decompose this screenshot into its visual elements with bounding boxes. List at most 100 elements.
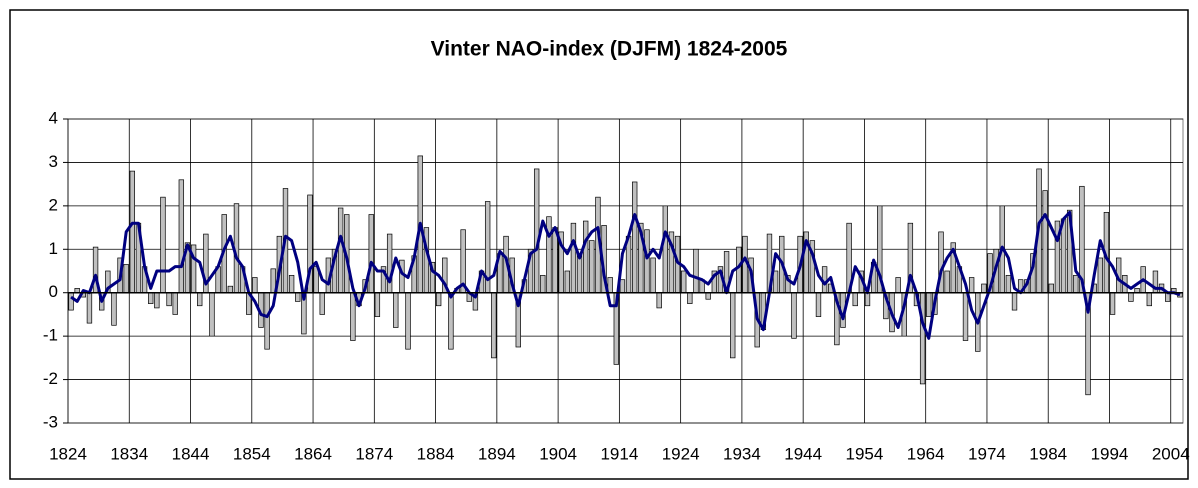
bar — [350, 292, 356, 341]
bar — [368, 214, 374, 294]
bar — [252, 277, 258, 294]
bar — [705, 292, 711, 300]
x-tick-label: 1924 — [662, 444, 700, 463]
bar — [632, 181, 638, 294]
x-tick-label: 1934 — [723, 444, 761, 463]
bar — [405, 292, 411, 350]
bar — [944, 270, 950, 294]
bar — [227, 285, 234, 294]
bar — [148, 292, 154, 304]
bar — [736, 246, 742, 294]
bar — [791, 292, 797, 339]
bar — [570, 222, 577, 294]
bar — [1042, 190, 1048, 294]
x-tick-label: 1874 — [355, 444, 393, 463]
bar — [1073, 274, 1079, 294]
bar — [68, 292, 74, 311]
bar — [687, 292, 693, 304]
y-tick-label: -2 — [43, 369, 58, 388]
x-tick-label: 1884 — [417, 444, 455, 463]
bar — [730, 292, 736, 359]
bar — [644, 229, 650, 294]
bar — [399, 259, 405, 294]
x-tick-label: 1944 — [784, 444, 822, 463]
smoothed-line — [70, 210, 1181, 340]
y-tick-label: -1 — [43, 326, 58, 345]
bar — [1109, 292, 1116, 315]
bar — [1146, 292, 1152, 307]
bar — [864, 292, 871, 307]
bar — [1011, 292, 1018, 311]
x-tick-label: 1834 — [110, 444, 148, 463]
bar — [264, 292, 270, 350]
x-tick-label: 1864 — [294, 444, 332, 463]
bar — [533, 168, 540, 294]
bar — [662, 205, 668, 294]
bar — [1128, 292, 1134, 302]
bar — [552, 227, 558, 294]
x-tick-label: 1824 — [49, 444, 87, 463]
y-tick-label: -3 — [43, 412, 58, 431]
x-tick-label: 1954 — [846, 444, 884, 463]
x-tick-label: 1844 — [172, 444, 210, 463]
bar — [166, 292, 172, 307]
y-tick-label: 0 — [49, 282, 58, 301]
bar — [178, 179, 185, 294]
bar — [1048, 283, 1054, 294]
x-tick-label: 1984 — [1029, 444, 1067, 463]
bar — [386, 233, 393, 294]
bar — [154, 292, 160, 309]
y-tick-label: 4 — [49, 108, 58, 127]
bar — [172, 292, 178, 315]
bar — [926, 292, 932, 317]
bar — [650, 257, 656, 294]
bar — [288, 274, 295, 294]
bar — [197, 292, 203, 307]
bar — [111, 292, 117, 326]
bar — [968, 277, 975, 294]
bar — [374, 292, 381, 317]
x-tick-label: 1894 — [478, 444, 516, 463]
bar — [393, 292, 399, 328]
bar — [491, 292, 497, 359]
x-tick-label: 1904 — [539, 444, 577, 463]
bar — [895, 277, 901, 294]
bar — [160, 196, 166, 294]
bar — [435, 292, 442, 307]
bar — [772, 270, 779, 294]
bar — [1005, 274, 1012, 294]
bar — [540, 274, 546, 294]
bar — [962, 292, 969, 341]
bar — [295, 292, 301, 302]
bar — [656, 292, 662, 309]
bar — [1097, 257, 1103, 294]
bar — [448, 292, 454, 350]
bar — [852, 292, 858, 307]
bar — [919, 292, 926, 385]
bar — [86, 292, 93, 324]
x-tick-label: 1914 — [600, 444, 638, 463]
bar — [564, 270, 570, 294]
bar — [123, 264, 129, 294]
x-tick-label: 1994 — [1091, 444, 1129, 463]
bar — [337, 207, 344, 294]
x-tick-label: 2004 — [1152, 444, 1190, 463]
y-tick-label: 1 — [49, 239, 58, 258]
bar — [619, 279, 626, 294]
bar — [129, 170, 136, 294]
bar — [583, 220, 589, 294]
bar — [681, 270, 687, 294]
x-tick-label: 1854 — [233, 444, 271, 463]
chart-title: Vinter NAO-index (DJFM) 1824-2005 — [431, 38, 788, 61]
x-tick-label: 1964 — [907, 444, 945, 463]
bar — [576, 253, 583, 294]
bar — [981, 283, 987, 294]
bar — [319, 292, 325, 315]
bar — [546, 216, 552, 294]
bar — [209, 292, 215, 337]
y-tick-label: 2 — [49, 195, 58, 214]
y-tick-label: 3 — [49, 152, 58, 171]
bar — [589, 240, 595, 294]
